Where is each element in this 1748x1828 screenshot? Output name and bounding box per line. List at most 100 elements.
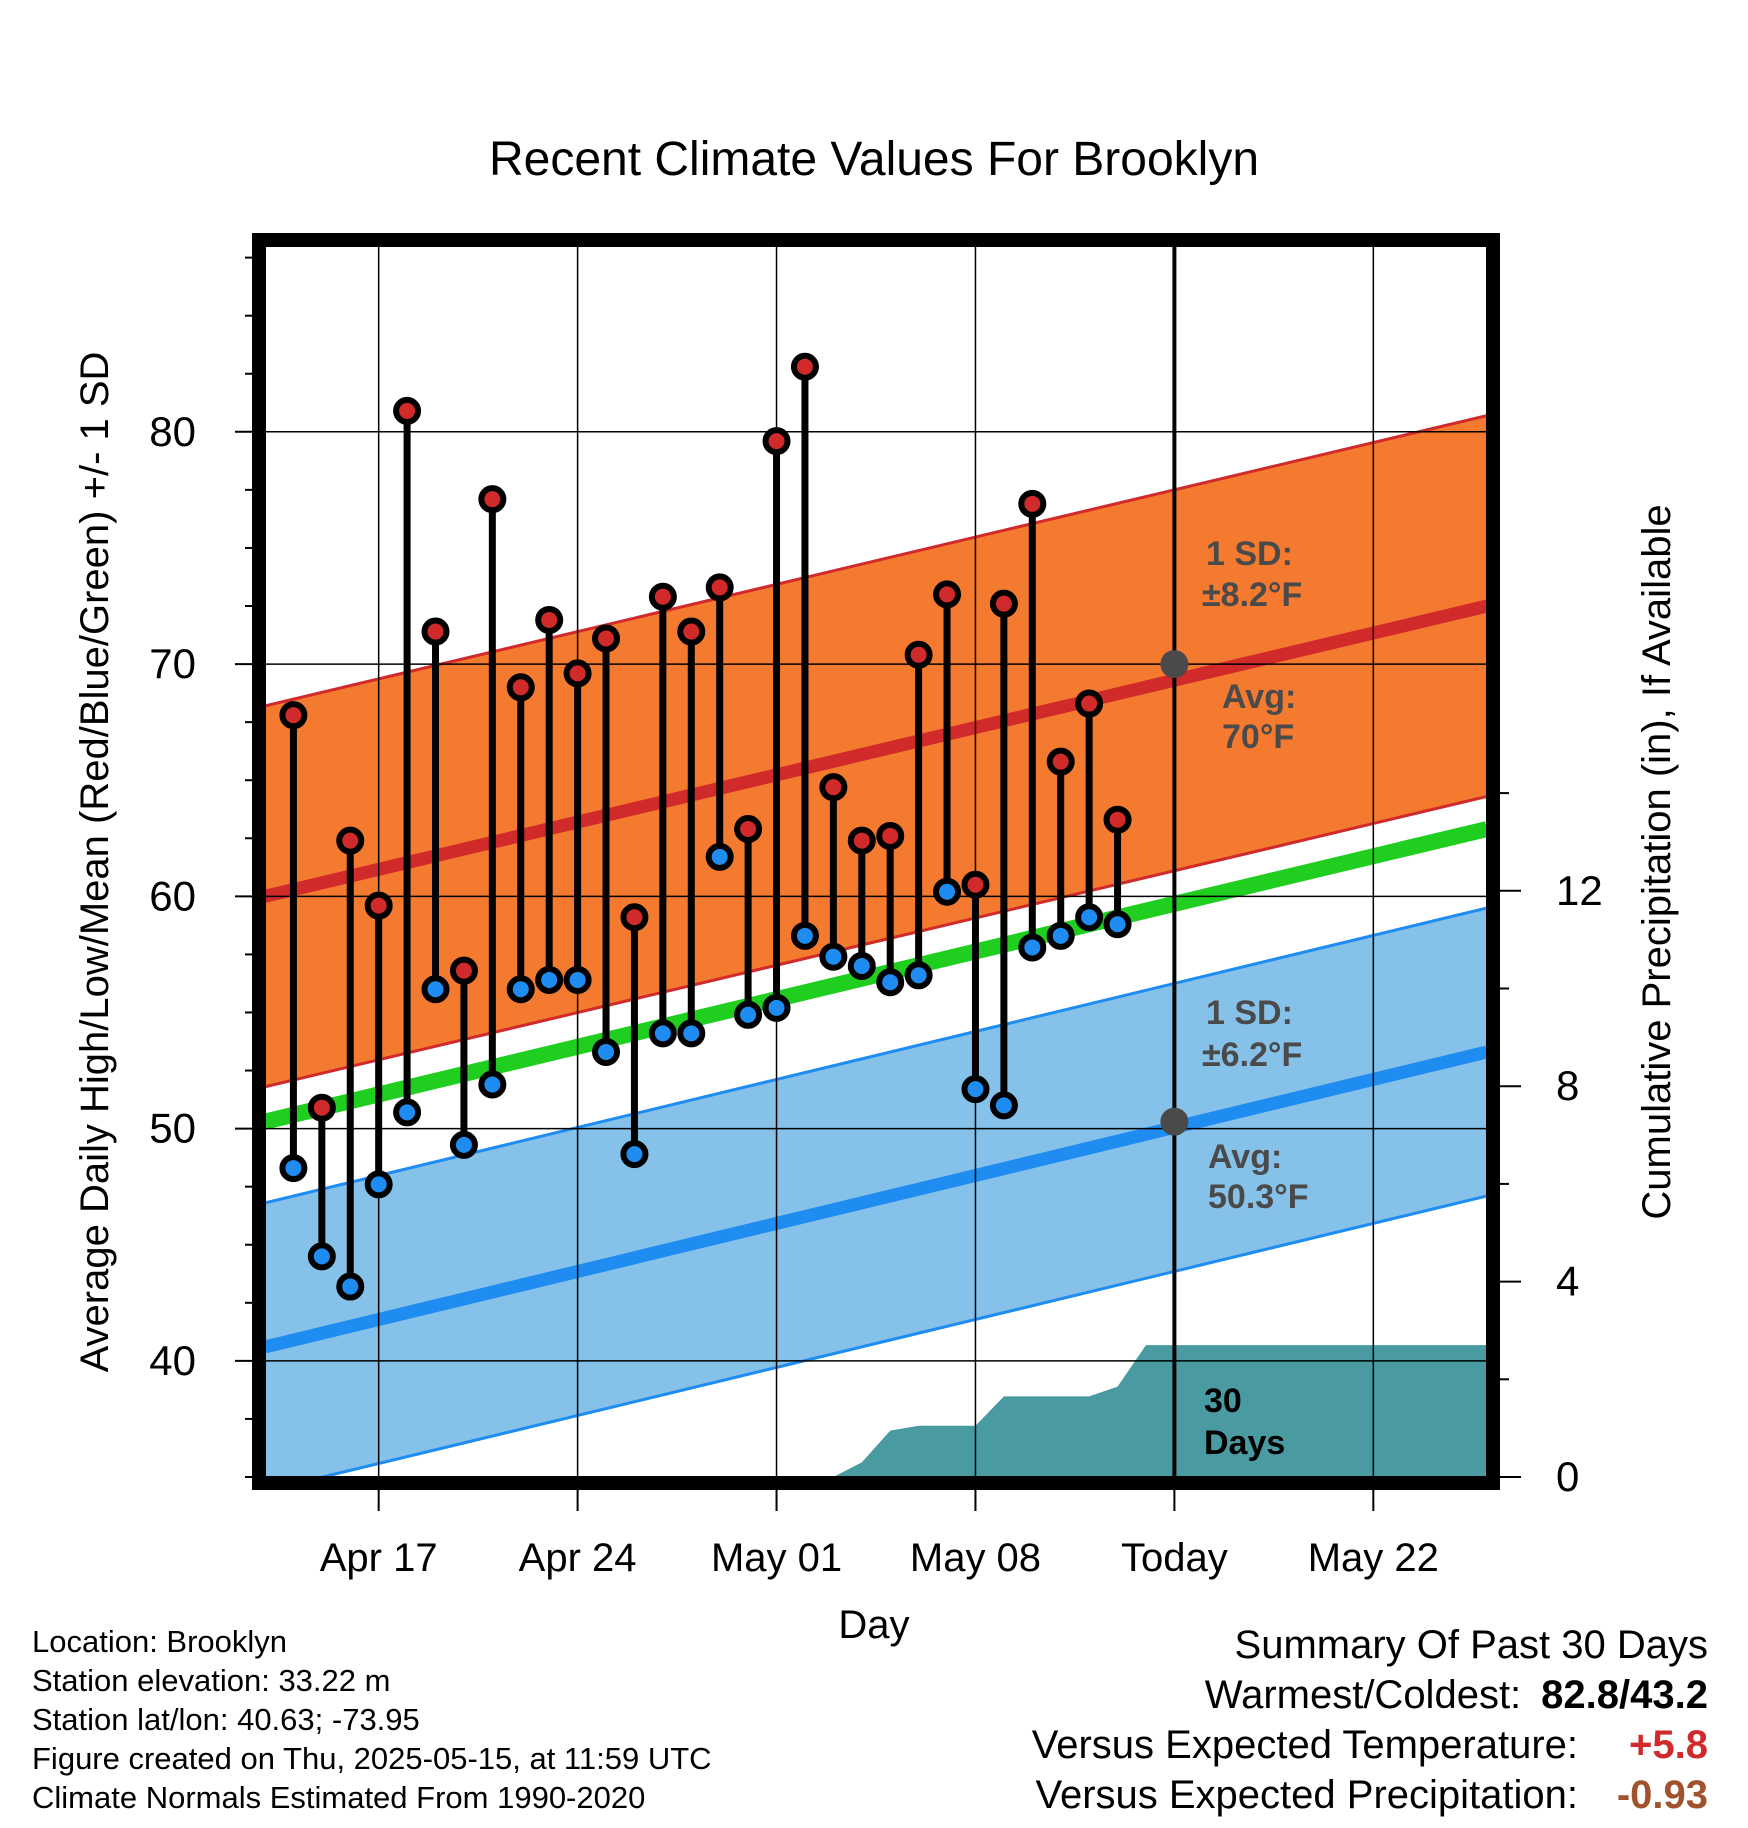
daily-low-point bbox=[989, 1091, 1018, 1120]
low-sd-annotation: 1 SD: bbox=[1206, 994, 1293, 1032]
daily-low-point bbox=[336, 1272, 365, 1301]
x-axis-label: Day bbox=[838, 1603, 909, 1647]
daily-high-point bbox=[1046, 747, 1075, 776]
daily-high-point bbox=[307, 1093, 336, 1122]
avg-mean-line bbox=[265, 821, 1487, 1130]
high-sd-lower-edge bbox=[265, 795, 1487, 1089]
daily-high-point bbox=[393, 396, 422, 425]
daily-low-point bbox=[819, 942, 848, 971]
elevation-text: Station elevation: 33.22 m bbox=[32, 1663, 391, 1698]
warmest-coldest-label: Warmest/Coldest: bbox=[1204, 1673, 1522, 1717]
y-axis-label-right: Cumulative Precipitation (in), If Availa… bbox=[1635, 504, 1679, 1219]
daily-high-point bbox=[819, 773, 848, 802]
temperature-departure-row: Versus Expected Temperature: +5.8 bbox=[1032, 1720, 1708, 1770]
daily-high-point bbox=[790, 352, 819, 381]
station-info: Location: Brooklyn Station elevation: 33… bbox=[32, 1622, 712, 1817]
low-sd-annotation-value: ±6.2°F bbox=[1202, 1036, 1302, 1074]
daily-high-point bbox=[933, 580, 962, 609]
chart-title: Recent Climate Values For Brooklyn bbox=[489, 133, 1259, 186]
daily-high-point bbox=[1103, 805, 1132, 834]
avg-high-line bbox=[265, 599, 1487, 903]
x-tick-label: Apr 17 bbox=[320, 1536, 438, 1580]
daily-low-point bbox=[279, 1154, 308, 1183]
daily-high-point bbox=[620, 903, 649, 932]
daily-high-point bbox=[847, 826, 876, 855]
daily-low-point bbox=[1018, 933, 1047, 962]
low-sd-lower-edge bbox=[316, 1194, 1487, 1477]
daily-high-point bbox=[705, 573, 734, 602]
daily-low-point bbox=[847, 952, 876, 981]
temperature-departure-label: Versus Expected Temperature: bbox=[1031, 1723, 1578, 1767]
precipitation-departure-value: -0.93 bbox=[1616, 1773, 1708, 1817]
daily-low-point bbox=[307, 1242, 336, 1271]
daily-low-point bbox=[1103, 910, 1132, 939]
y-right-tick-label: 0 bbox=[1556, 1453, 1579, 1500]
daily-low-point bbox=[1075, 903, 1104, 932]
daily-high-point bbox=[961, 870, 990, 899]
days-annotation: 30 bbox=[1204, 1382, 1242, 1420]
y-right-tick-label: 8 bbox=[1556, 1062, 1579, 1109]
daily-high-point bbox=[506, 673, 535, 702]
precipitation-area bbox=[265, 1345, 1487, 1477]
daily-low-point bbox=[478, 1070, 507, 1099]
daily-low-point bbox=[876, 968, 905, 997]
daily-high-point bbox=[478, 485, 507, 514]
days-annotation-label: Days bbox=[1204, 1424, 1285, 1462]
precipitation-departure-row: Versus Expected Precipitation: -0.93 bbox=[1032, 1770, 1708, 1820]
daily-high-point bbox=[734, 814, 763, 843]
daily-high-point bbox=[762, 427, 791, 456]
precipitation-departure-label: Versus Expected Precipitation: bbox=[1035, 1773, 1578, 1817]
high-avg-annotation: Avg: bbox=[1222, 678, 1296, 716]
y-tick-label: 70 bbox=[149, 640, 196, 687]
daily-high-point bbox=[563, 659, 592, 688]
daily-high-point bbox=[989, 589, 1018, 618]
warmest-coldest-row: Warmest/Coldest: 82.8/43.2 bbox=[1032, 1670, 1708, 1720]
daily-low-point bbox=[592, 1037, 621, 1066]
daily-low-point bbox=[393, 1098, 422, 1127]
warmest-coldest-value: 82.8/43.2 bbox=[1541, 1673, 1708, 1717]
daily-high-point bbox=[1018, 489, 1047, 518]
x-tick-label: May 01 bbox=[711, 1536, 842, 1580]
daily-high-point bbox=[449, 956, 478, 985]
daily-high-point bbox=[336, 826, 365, 855]
daily-low-point bbox=[961, 1075, 990, 1104]
summary-panel: Summary Of Past 30 Days Warmest/Coldest:… bbox=[1032, 1620, 1708, 1820]
daily-low-point bbox=[449, 1130, 478, 1159]
x-tick-label: Today bbox=[1121, 1536, 1228, 1580]
y-right-tick-label: 4 bbox=[1556, 1258, 1579, 1305]
daily-low-point bbox=[648, 1019, 677, 1048]
y-tick-label: 50 bbox=[149, 1105, 196, 1152]
low-avg-annotation-value: 50.3°F bbox=[1208, 1178, 1309, 1216]
temperature-departure-value: +5.8 bbox=[1629, 1723, 1708, 1767]
daily-high-point bbox=[904, 640, 933, 669]
daily-low-point bbox=[364, 1170, 393, 1199]
daily-high-point bbox=[535, 605, 564, 634]
daily-low-point bbox=[421, 975, 450, 1004]
daily-low-point bbox=[1046, 921, 1075, 950]
daily-low-point bbox=[506, 975, 535, 1004]
daily-high-point bbox=[1075, 689, 1104, 718]
daily-high-point bbox=[279, 701, 308, 730]
location-text: Location: Brooklyn bbox=[32, 1624, 288, 1659]
daily-high-point bbox=[364, 891, 393, 920]
daily-low-point bbox=[677, 1019, 706, 1048]
plot-clip-group bbox=[265, 246, 1487, 1477]
y-tick-label: 40 bbox=[149, 1337, 196, 1384]
daily-low-point bbox=[790, 921, 819, 950]
daily-high-point bbox=[592, 624, 621, 653]
normals-text: Climate Normals Estimated From 1990-2020 bbox=[32, 1780, 646, 1815]
daily-high-point bbox=[876, 821, 905, 850]
y-tick-label: 60 bbox=[149, 872, 196, 919]
daily-low-point bbox=[563, 965, 592, 994]
high-sd-annotation-value: ±8.2°F bbox=[1202, 576, 1302, 614]
daily-low-point bbox=[734, 1000, 763, 1029]
y-right-tick-label: 12 bbox=[1556, 867, 1603, 914]
today-avg-high-marker bbox=[1160, 650, 1189, 679]
summary-title: Summary Of Past 30 Days bbox=[1234, 1623, 1708, 1667]
daily-low-point bbox=[904, 961, 933, 990]
low-avg-annotation: Avg: bbox=[1208, 1138, 1282, 1176]
created-text: Figure created on Thu, 2025-05-15, at 11… bbox=[32, 1741, 712, 1776]
daily-high-point bbox=[677, 617, 706, 646]
